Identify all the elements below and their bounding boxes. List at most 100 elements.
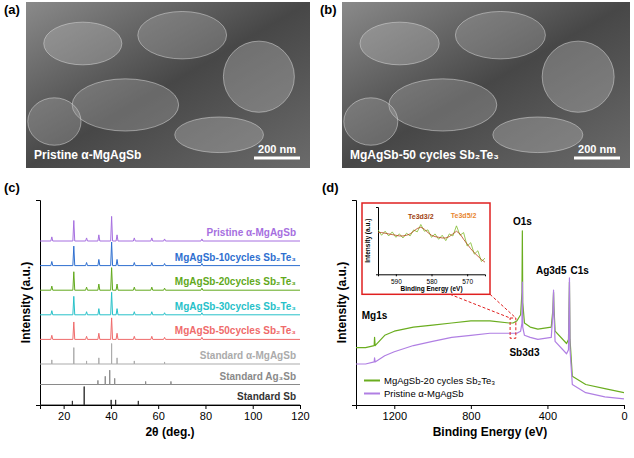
annotation: Sb3d3	[509, 347, 539, 358]
tick-label: 580	[427, 278, 438, 285]
sem-grain	[389, 79, 497, 131]
sem-grain	[72, 79, 178, 131]
tick: 60	[153, 405, 165, 422]
sem-grain	[175, 117, 264, 153]
tick-mark	[111, 405, 112, 409]
sem-texture	[28, 11, 295, 152]
annotation: Te3d5/2	[451, 212, 477, 219]
series-line	[378, 224, 485, 261]
inset-frame	[362, 203, 490, 294]
legend-item: MgAgSb-20 cycles Sb₂Te₃	[364, 375, 495, 386]
series-line	[40, 292, 300, 315]
axis-line	[41, 406, 301, 410]
x-axis-title: 2θ (deg.)	[145, 425, 194, 439]
x-axis: 590 580 570	[379, 274, 486, 285]
sem-grain	[28, 98, 81, 145]
tick: 570	[462, 274, 473, 285]
tick: 1200	[383, 405, 407, 422]
tick: 120	[291, 405, 309, 422]
tick: 100	[244, 405, 262, 422]
legend-label: MgAgSb-20 cycles Sb₂Te₃	[384, 375, 495, 386]
series-label: MgAgSb-30cycles Sb₂Te₃	[175, 301, 297, 312]
scale-bar-label: 200 nm	[258, 143, 296, 155]
tick-label: 20	[58, 410, 70, 422]
axis-line	[357, 406, 625, 410]
y-axis	[36, 201, 41, 406]
legend-swatch	[364, 393, 380, 395]
chart-panel: 590 580 570 Te3d3/2 Te3d5/2 Binding Energy (e…	[362, 203, 490, 294]
plot-area	[378, 224, 485, 262]
tick-mark	[64, 405, 65, 409]
sem-grain	[542, 41, 614, 112]
tick-mark	[158, 405, 159, 409]
tick: 0	[621, 405, 627, 422]
y-axis-title: Intensity (a.u.)	[19, 262, 33, 343]
tick: 40	[105, 405, 117, 422]
x-axis: 1200 800 400 0	[357, 405, 628, 422]
tick-label: 60	[153, 410, 165, 422]
series-label: Pristine α-MgAgSb	[207, 227, 296, 238]
tick-mark	[624, 405, 625, 409]
sem-grain	[223, 41, 294, 112]
series-label: Standard α-MgAgSb	[200, 350, 296, 361]
tick-mark	[547, 405, 548, 409]
annotation: Te3d3/2	[408, 213, 434, 220]
scale-bar-label: 200 nm	[578, 143, 616, 155]
tick-label: 120	[291, 410, 309, 422]
series-label: MgAgSb-20cycles Sb₂Te₃	[175, 276, 297, 287]
figure: Pristine α-MgAgSb 200 nm (a) MgAgSb-50 cycl…	[0, 0, 634, 458]
tick-mark	[253, 405, 254, 409]
series-line	[40, 344, 300, 365]
sem-grain	[493, 117, 583, 153]
tick-mark	[300, 405, 301, 409]
zoom-marker	[450, 294, 516, 338]
annotation: O1s	[513, 216, 532, 227]
tick: 80	[200, 405, 212, 422]
chart-panel: 1200 800 400 0 MgAgSb-20 cycles Sb₂Te₃ Pristi…	[322, 180, 628, 439]
tick-label: 100	[244, 410, 262, 422]
series-line	[40, 216, 300, 241]
tick-label: 40	[105, 410, 117, 422]
zoom-box	[510, 318, 516, 338]
sem-image	[342, 2, 630, 168]
series-label: Standard Sb	[237, 391, 296, 402]
series-line	[356, 278, 624, 399]
y-axis-title: Intensity (a.u.)	[335, 262, 349, 343]
y-axis	[376, 208, 379, 275]
tick-mark	[432, 274, 433, 276]
axis-line	[376, 208, 379, 275]
sem-panel: Pristine α-MgAgSb 200 nm	[26, 2, 310, 168]
panel-label: (a)	[4, 2, 20, 17]
annotation: Mg1s	[362, 310, 388, 321]
series-label: Standard Ag₃Sb	[220, 371, 296, 382]
zoom-line	[490, 294, 516, 318]
x-axis-title: Binding Energy (eV)	[400, 285, 462, 293]
sem-grain	[455, 11, 545, 58]
sem-grain	[360, 22, 439, 65]
tick: 400	[539, 405, 557, 422]
tick-mark	[205, 405, 206, 409]
chart-panel: 20 40 60 80 100 120 Pristine α-MgAgSb MgAgSb-10…	[4, 180, 310, 439]
image-caption: Pristine α-MgAgSb	[34, 148, 141, 162]
panel-label: (d)	[322, 180, 339, 195]
tick-mark	[467, 274, 468, 276]
tick-label: 1200	[383, 410, 407, 422]
sem-image	[26, 2, 310, 168]
legend-swatch	[364, 380, 380, 382]
series-label: MgAgSb-10cycles Sb₂Te₃	[175, 252, 297, 263]
tick-label: 80	[200, 410, 212, 422]
series-line	[40, 387, 300, 405]
annotation: C1s	[570, 265, 589, 276]
series-label: MgAgSb-50cycles Sb₂Te₃	[175, 325, 297, 336]
tick: 800	[462, 405, 480, 422]
scale-bar	[254, 157, 300, 160]
series-line	[40, 242, 300, 266]
sem-grain	[44, 22, 122, 65]
tick: 590	[391, 274, 402, 285]
image-caption: MgAgSb-50 cycles Sb₂Te₃	[350, 148, 499, 162]
tick-label: 0	[621, 410, 627, 422]
tick-mark	[471, 405, 472, 409]
legend-label: Pristine α-MgAgSb	[384, 388, 463, 399]
tick-label: 570	[462, 278, 473, 285]
panel-label: (b)	[320, 2, 337, 17]
